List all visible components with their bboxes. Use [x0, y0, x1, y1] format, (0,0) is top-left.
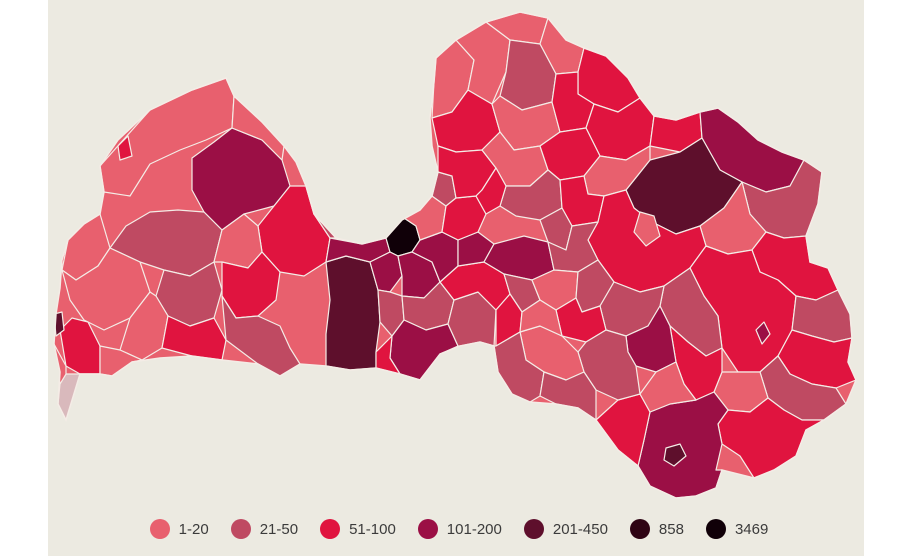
country-outline	[53, 11, 857, 499]
legend-swatch	[417, 519, 438, 539]
legend-label: 21-50	[259, 520, 299, 538]
legend-swatch	[149, 519, 170, 539]
map-regions	[54, 12, 856, 498]
legend-swatch	[523, 519, 544, 539]
legend-label: 101-200	[446, 520, 502, 538]
legend-swatch	[705, 519, 726, 539]
region-daugavpils-city	[663, 443, 687, 467]
region-lubana	[633, 211, 661, 247]
legend-swatch	[230, 519, 251, 539]
region-incukalns	[475, 167, 507, 215]
region-auce	[221, 295, 301, 377]
map-legend: 1-20 21-50 51-100 101-200 201-450 858 34…	[0, 512, 918, 546]
region-vilakas-south	[639, 361, 697, 413]
legend-item-51-100: 51-100	[320, 519, 396, 539]
legend-label: 51-100	[349, 520, 396, 538]
region-rezekne-city	[755, 321, 771, 345]
legend-item-3469: 3469	[705, 519, 769, 539]
region-ventspils-north	[117, 135, 133, 161]
region-rundale	[375, 335, 401, 375]
legend-label: 858	[658, 520, 684, 538]
region-jekabpils	[555, 297, 607, 343]
legend-item-858: 858	[629, 519, 684, 539]
legend-item-201-450: 201-450	[523, 519, 608, 539]
region-viesite	[539, 371, 597, 421]
legend-label: 201-450	[552, 520, 608, 538]
legend-label: 1-20	[178, 520, 209, 538]
region-bauska	[389, 319, 459, 381]
legend-item-21-50: 21-50	[230, 519, 299, 539]
legend-swatch	[320, 519, 341, 539]
region-krustpils	[519, 299, 563, 337]
region-rucava	[57, 373, 113, 421]
region-jelgava	[325, 255, 381, 371]
legend-label: 3469	[734, 520, 769, 538]
legend-swatch	[629, 519, 650, 539]
legend-item-1-20: 1-20	[149, 519, 209, 539]
legend-item-101-200: 101-200	[417, 519, 502, 539]
